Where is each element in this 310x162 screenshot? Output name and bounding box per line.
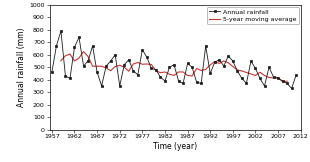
5-year moving average — [136, 62, 140, 64]
Annual rainfall — [285, 82, 289, 84]
Line: 5-year moving average: 5-year moving average — [61, 52, 287, 82]
Annual rainfall — [100, 85, 104, 87]
5-year moving average — [226, 62, 230, 64]
5-year moving average — [113, 65, 117, 67]
Legend: Annual rainfall, 5-year moving average: Annual rainfall, 5-year moving average — [206, 7, 299, 24]
Line: Annual rainfall: Annual rainfall — [51, 30, 298, 90]
Annual rainfall — [113, 54, 117, 56]
5-year moving average — [213, 61, 217, 63]
Y-axis label: Annual rainfall (mm): Annual rainfall (mm) — [17, 28, 26, 107]
Annual rainfall — [272, 76, 275, 78]
Annual rainfall — [50, 71, 54, 73]
5-year moving average — [131, 63, 135, 65]
Annual rainfall — [290, 87, 294, 89]
5-year moving average — [59, 60, 63, 62]
Annual rainfall — [59, 30, 63, 32]
Annual rainfall — [294, 74, 298, 76]
5-year moving average — [82, 51, 85, 52]
5-year moving average — [281, 81, 285, 83]
Annual rainfall — [82, 65, 85, 67]
5-year moving average — [276, 76, 280, 78]
5-year moving average — [285, 80, 289, 82]
Annual rainfall — [145, 56, 149, 58]
X-axis label: Time (year): Time (year) — [153, 142, 197, 151]
